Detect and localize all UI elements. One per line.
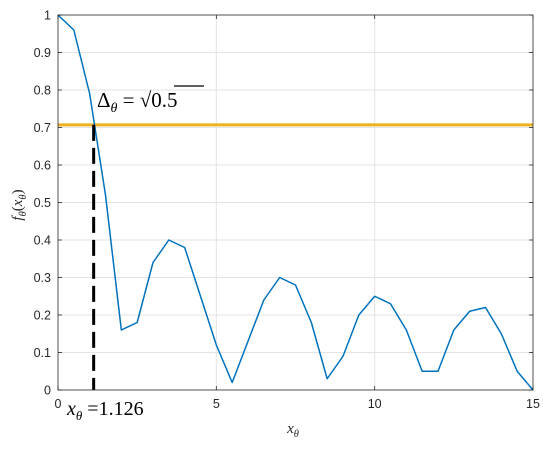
series-line xyxy=(57,14,534,391)
x-tick-label: 15 xyxy=(526,397,540,411)
svg-text:Δθ = √0.5: Δθ = √0.5 xyxy=(97,88,178,116)
y-tick-label: 0.8 xyxy=(34,84,51,98)
y-axis-label: fθ(xθ) xyxy=(10,189,29,220)
y-tick-label: 0.9 xyxy=(34,46,51,60)
x-axis-label: xθ xyxy=(286,421,299,440)
x-theta-annotation: xθ =1.126 xyxy=(66,398,144,423)
grid xyxy=(58,15,533,390)
y-tick-label: 0.7 xyxy=(34,121,51,135)
x-tick-label: 5 xyxy=(213,397,220,411)
y-tick-label: 0.5 xyxy=(34,196,51,210)
y-tick-label: 0.4 xyxy=(34,234,51,248)
delta-value: 0.5 xyxy=(151,88,177,112)
delta-annotation: Δθ = √0.5 xyxy=(97,85,204,116)
x-tick-label: 0 xyxy=(55,397,62,411)
y-tick-label: 0 xyxy=(44,384,51,398)
series-layer xyxy=(57,14,534,391)
y-tick-label: 1 xyxy=(44,9,51,23)
y-tick-label: 0.6 xyxy=(34,159,51,173)
ticks: 0 5 10 15 0 0.1 0.2 0.3 0.4 0.5 0.6 0.7 0.8 0.9 1 xyxy=(34,9,540,412)
x-theta-value: 1.126 xyxy=(99,398,144,420)
x-tick-label: 10 xyxy=(368,397,382,411)
y-tick-label: 0.1 xyxy=(34,346,51,360)
y-tick-label: 0.3 xyxy=(34,271,51,285)
y-tick-label: 0.2 xyxy=(34,309,51,323)
